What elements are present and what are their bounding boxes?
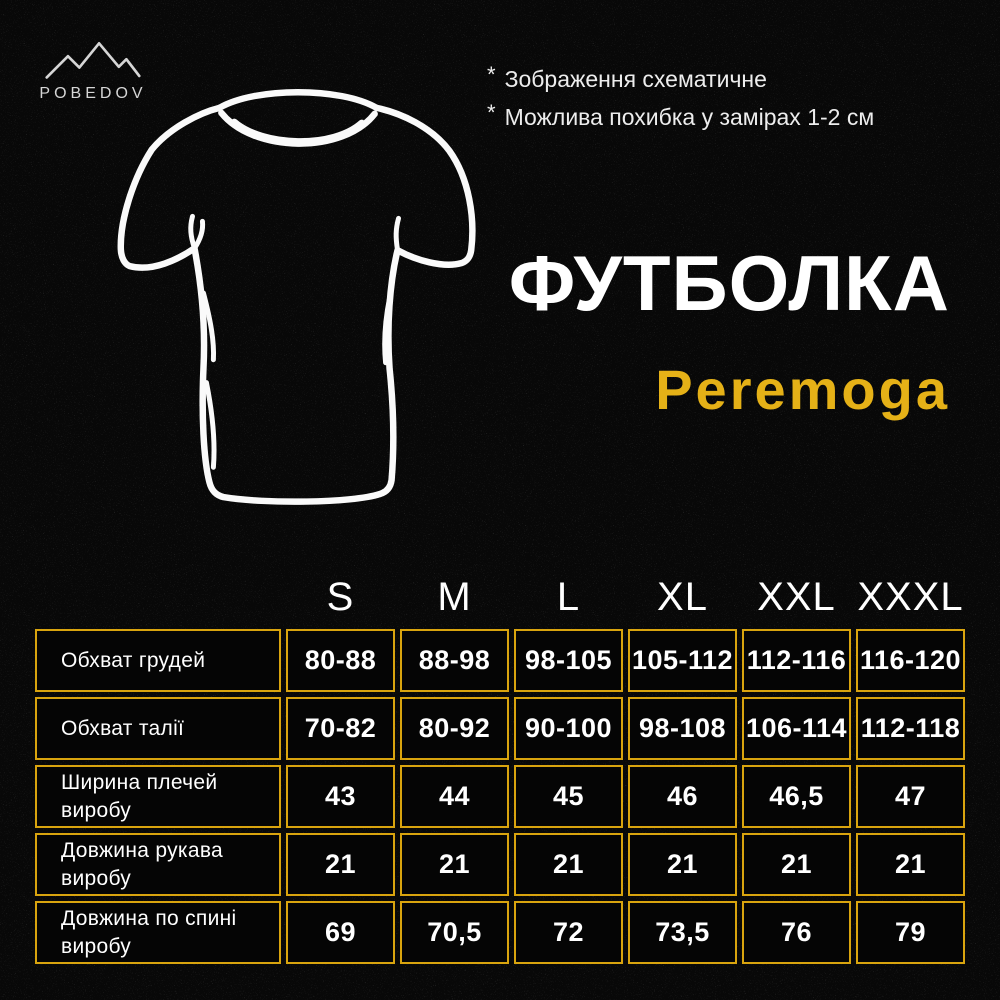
table-cell: 88-98 <box>400 629 509 692</box>
brand-name: POBEDOV <box>39 85 147 102</box>
table-cell: 21 <box>286 833 395 896</box>
brand-logo: POBEDOV <box>38 38 148 103</box>
note-text: Можлива похибка у замірах 1-2 см <box>504 104 875 130</box>
table-cell: 47 <box>856 765 965 828</box>
size-table: S M L XL XXL XXXL Обхват грудей 80-88 88… <box>35 570 965 964</box>
table-cell: 116-120 <box>856 629 965 692</box>
size-column-header-s: S <box>326 574 355 619</box>
table-cell: 106-114 <box>742 697 851 760</box>
table-cell: 21 <box>856 833 965 896</box>
table-cell: 70,5 <box>400 901 509 964</box>
note-text: Зображення схематичне <box>504 66 767 92</box>
row-label-chest: Обхват грудей <box>35 629 281 692</box>
product-title: ФУТБОЛКА <box>508 239 950 327</box>
table-cell: 46,5 <box>742 765 851 828</box>
asterisk: * <box>487 62 496 87</box>
table-cell: 43 <box>286 765 395 828</box>
table-cell: 112-118 <box>856 697 965 760</box>
table-cell: 70-82 <box>286 697 395 760</box>
table-cell: 73,5 <box>628 901 737 964</box>
table-cell: 69 <box>286 901 395 964</box>
table-cell: 72 <box>514 901 623 964</box>
asterisk: * <box>487 100 496 125</box>
table-cell: 21 <box>742 833 851 896</box>
table-cell: 45 <box>514 765 623 828</box>
table-cell: 98-105 <box>514 629 623 692</box>
note-line: * Зображення схематичне <box>487 60 874 98</box>
size-column-header-xxl: XXL <box>757 574 836 619</box>
row-label-waist: Обхват талії <box>35 697 281 760</box>
row-label-shoulders: Ширина плечей виробу <box>35 765 281 828</box>
table-cell: 21 <box>628 833 737 896</box>
disclaimer-notes: * Зображення схематичне * Можлива похибк… <box>487 60 874 136</box>
row-label-sleeve: Довжина рукава виробу <box>35 833 281 896</box>
table-cell: 44 <box>400 765 509 828</box>
table-cell: 98-108 <box>628 697 737 760</box>
table-cell: 80-88 <box>286 629 395 692</box>
row-label-back-length: Довжина по спині виробу <box>35 901 281 964</box>
table-cell: 76 <box>742 901 851 964</box>
product-model-name: Peremoga <box>655 358 950 421</box>
table-cell: 112-116 <box>742 629 851 692</box>
table-cell: 46 <box>628 765 737 828</box>
table-cell: 105-112 <box>628 629 737 692</box>
size-header-blank <box>35 570 281 624</box>
table-cell: 80-92 <box>400 697 509 760</box>
note-line: * Можлива похибка у замірах 1-2 см <box>487 98 874 136</box>
size-column-header-xxxl: XXXL <box>857 574 964 619</box>
table-cell: 79 <box>856 901 965 964</box>
size-column-header-xl: XL <box>657 574 708 619</box>
mountains-icon <box>45 41 141 79</box>
table-cell: 21 <box>400 833 509 896</box>
table-cell: 90-100 <box>514 697 623 760</box>
tshirt-outline-icon <box>117 89 476 505</box>
size-column-header-m: M <box>437 574 472 619</box>
size-column-header-l: L <box>556 574 581 619</box>
table-cell: 21 <box>514 833 623 896</box>
